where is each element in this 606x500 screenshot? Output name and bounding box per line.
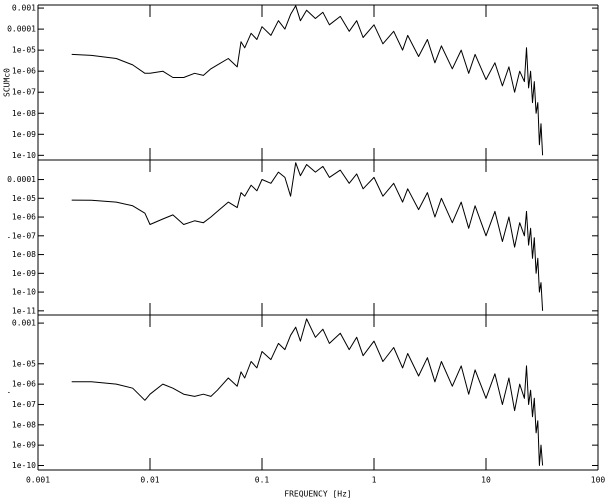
y-tick-label: 1e-07 [12,231,36,240]
y-axis-label: . [3,235,12,240]
y-axis-label: SCUMc0 [3,68,12,97]
x-axis-label: FREQUENCY [Hz] [284,490,351,499]
x-tick-label: 0.1 [255,476,270,485]
y-tick-label: 1e-10 [12,461,36,470]
x-tick-label: 10 [481,476,491,485]
y-tick-label: 1e-09 [12,130,36,139]
spectrum-line [71,318,544,466]
x-tick-label: 100 [591,476,606,485]
y-tick-label: 1e-10 [12,288,36,297]
y-tick-label: 1e-10 [12,151,36,160]
y-axis-label: . [3,390,12,395]
y-tick-label: 1e-08 [12,109,36,118]
y-tick-label: 1e-09 [12,269,36,278]
x-tick-label: 1 [372,476,377,485]
y-tick-label: 1e-05 [12,359,36,368]
y-tick-label: 1e-06 [12,213,36,222]
y-tick-label: 0.001 [12,4,36,13]
y-tick-label: 1e-07 [12,88,36,97]
y-tick-label: 1e-11 [12,306,36,315]
y-tick-label: 1e-08 [12,420,36,429]
y-tick-label: 0.0001 [7,25,36,34]
y-tick-label: 1e-07 [12,400,36,409]
y-tick-label: 1e-05 [12,46,36,55]
spectrum-line [71,162,544,311]
y-tick-label: 1e-09 [12,441,36,450]
y-tick-label: 1e-06 [12,380,36,389]
y-tick-label: 0.0001 [7,175,36,184]
y-tick-label: 1e-08 [12,250,36,259]
y-tick-label: 1e-05 [12,194,36,203]
x-tick-label: 0.001 [26,476,50,485]
spectrum-line [71,5,544,156]
y-tick-label: 0.001 [12,319,36,328]
y-tick-label: 1e-06 [12,67,36,76]
x-tick-label: 0.01 [140,476,159,485]
